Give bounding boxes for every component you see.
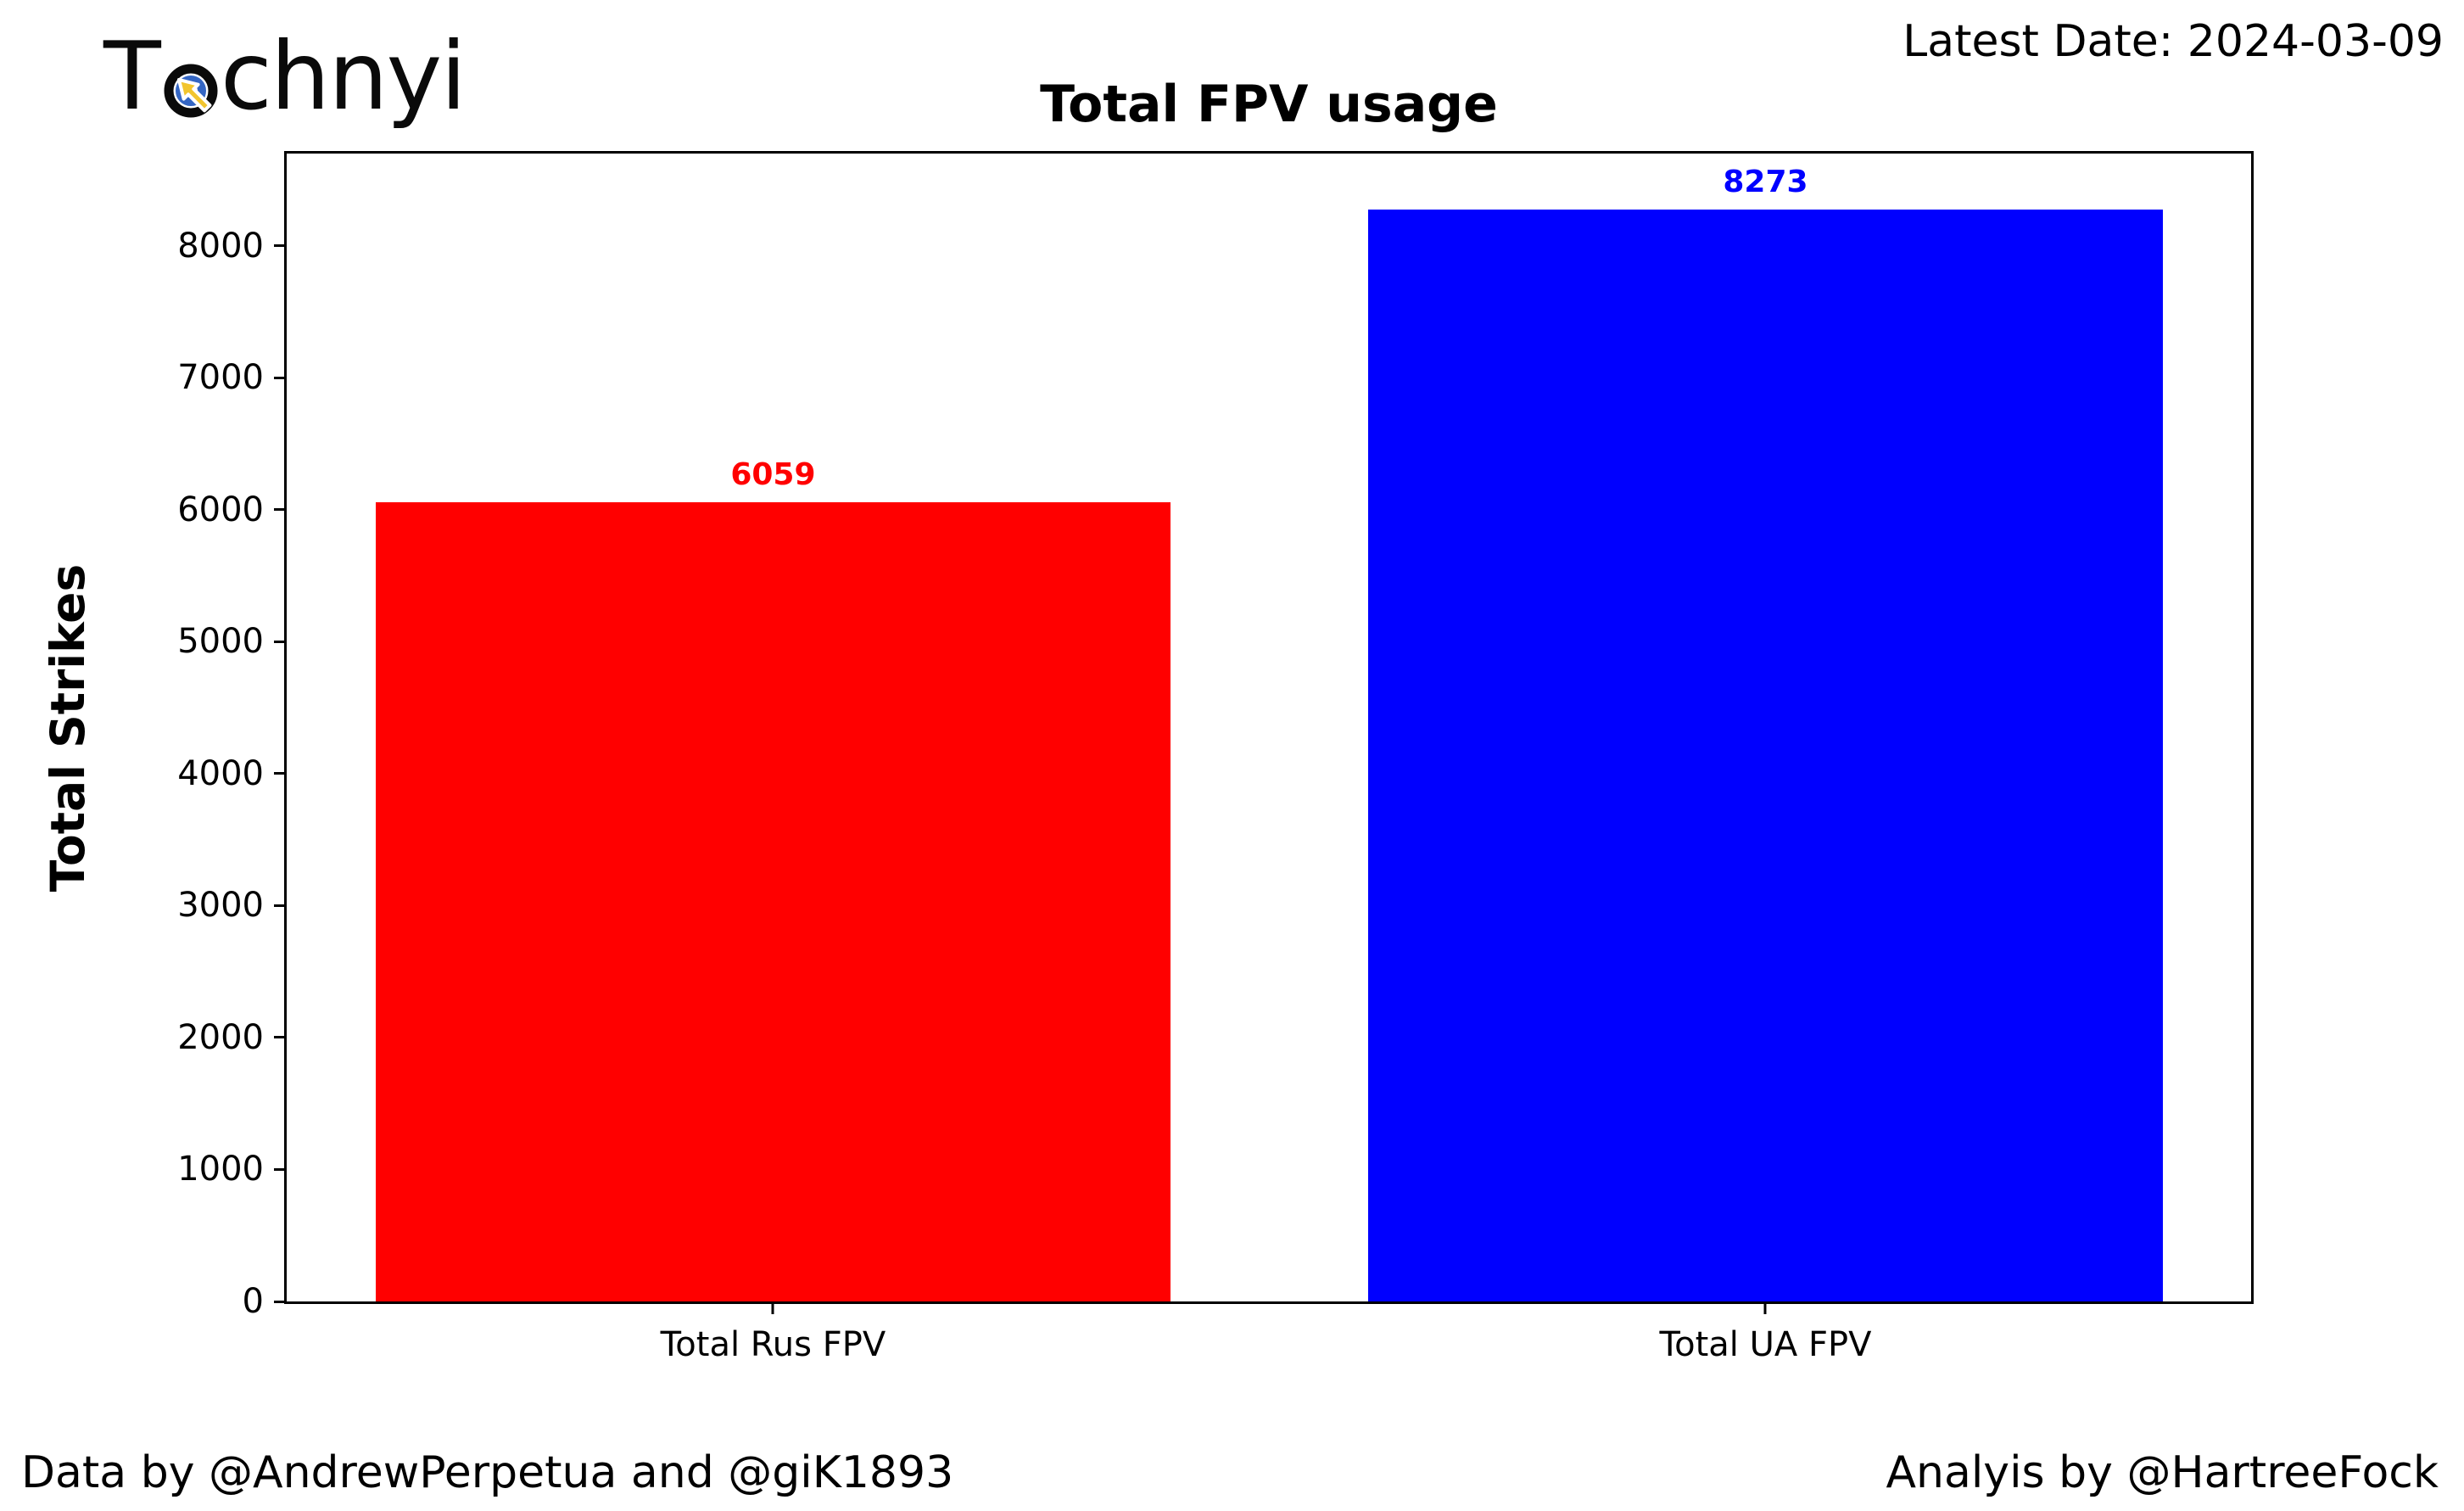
x-tick-mark bbox=[1763, 1301, 1767, 1314]
chart-title: Total FPV usage bbox=[1040, 75, 1498, 134]
y-tick-label: 3000 bbox=[177, 886, 264, 926]
x-tick-mark bbox=[771, 1301, 774, 1314]
bar-value-label: 6059 bbox=[730, 456, 816, 492]
y-tick-label: 8000 bbox=[177, 226, 264, 266]
y-tick: 7000 bbox=[177, 361, 287, 395]
logo-text-t: T bbox=[103, 22, 161, 132]
y-tick-mark bbox=[274, 640, 287, 643]
y-tick: 6000 bbox=[177, 493, 287, 527]
y-tick-label: 2000 bbox=[177, 1017, 264, 1057]
y-tick-mark bbox=[274, 244, 287, 248]
y-tick-label: 7000 bbox=[177, 358, 264, 398]
y-tick-mark bbox=[274, 376, 287, 379]
bar-rus-fpv bbox=[375, 501, 1171, 1301]
y-tick-mark bbox=[274, 772, 287, 775]
y-tick-label: 5000 bbox=[177, 622, 264, 662]
y-tick: 8000 bbox=[177, 229, 287, 263]
y-tick: 4000 bbox=[177, 757, 287, 791]
y-tick: 0 bbox=[243, 1284, 287, 1318]
x-tick-label: Total UA FPV bbox=[1659, 1325, 1872, 1364]
y-tick: 3000 bbox=[177, 888, 287, 922]
y-tick-mark bbox=[274, 508, 287, 512]
y-tick: 1000 bbox=[177, 1152, 287, 1186]
data-credit: Data by @AndrewPerpetua and @giK1893 bbox=[21, 1447, 954, 1498]
y-tick: 5000 bbox=[177, 624, 287, 658]
target-click-cursor-icon bbox=[164, 64, 218, 118]
logo-text-chnyi: chnyi bbox=[220, 22, 467, 132]
y-tick-mark bbox=[274, 904, 287, 907]
bar-ua-fpv bbox=[1367, 210, 2164, 1301]
latest-date-label: Latest Date: 2024-03-09 bbox=[1902, 16, 2444, 67]
y-tick-mark bbox=[274, 1167, 287, 1171]
y-tick-label: 0 bbox=[242, 1282, 264, 1321]
y-tick-mark bbox=[274, 1300, 287, 1303]
bar-value-label: 8273 bbox=[1723, 165, 1808, 200]
analysis-credit: Analyis by @HartreeFock bbox=[1886, 1447, 2439, 1498]
plot-area: 0 1000 2000 3000 4000 5000 6000 7000 8000 6059 Tot… bbox=[177, 151, 2254, 1364]
logo: T chnyi bbox=[103, 22, 467, 132]
y-tick-label: 4000 bbox=[177, 753, 264, 793]
y-tick-label: 6000 bbox=[177, 490, 264, 529]
y-tick-mark bbox=[274, 1036, 287, 1039]
y-tick: 2000 bbox=[177, 1021, 287, 1055]
y-axis-label: Total Strikes bbox=[41, 563, 95, 893]
y-tick-label: 1000 bbox=[177, 1150, 264, 1189]
x-tick-label: Total Rus FPV bbox=[660, 1325, 886, 1364]
